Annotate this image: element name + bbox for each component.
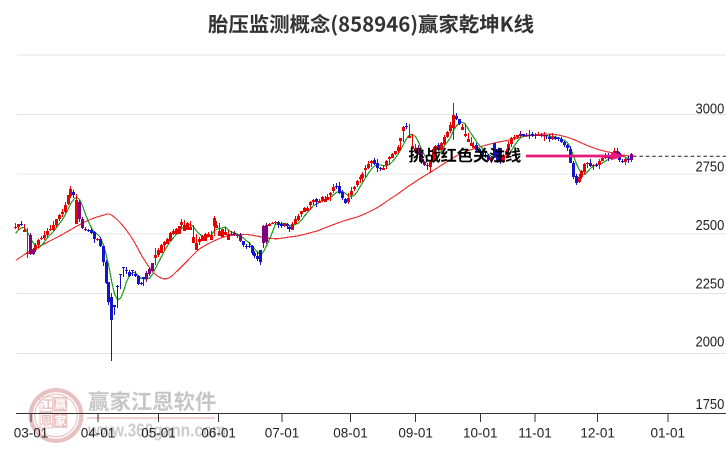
svg-text:2750: 2750 (696, 159, 725, 175)
svg-text:06-01: 06-01 (201, 426, 236, 441)
svg-text:04-01: 04-01 (81, 426, 116, 441)
svg-text:03-01: 03-01 (14, 426, 49, 441)
svg-text:01-01: 01-01 (651, 426, 686, 441)
svg-text:10-01: 10-01 (463, 426, 498, 441)
svg-text:2000: 2000 (696, 334, 725, 350)
svg-text:09-01: 09-01 (398, 426, 433, 441)
svg-text:2250: 2250 (696, 276, 725, 292)
svg-text:05-01: 05-01 (141, 426, 176, 441)
svg-text:12-01: 12-01 (580, 426, 615, 441)
svg-text:www.360gann.com: www.360gann.com (87, 420, 226, 440)
svg-text:07-01: 07-01 (265, 426, 300, 441)
svg-text:3000: 3000 (696, 101, 725, 117)
svg-text:2500: 2500 (696, 218, 725, 234)
svg-text:08-01: 08-01 (333, 426, 368, 441)
svg-text:1750: 1750 (696, 397, 725, 413)
svg-text:11-01: 11-01 (518, 426, 552, 441)
